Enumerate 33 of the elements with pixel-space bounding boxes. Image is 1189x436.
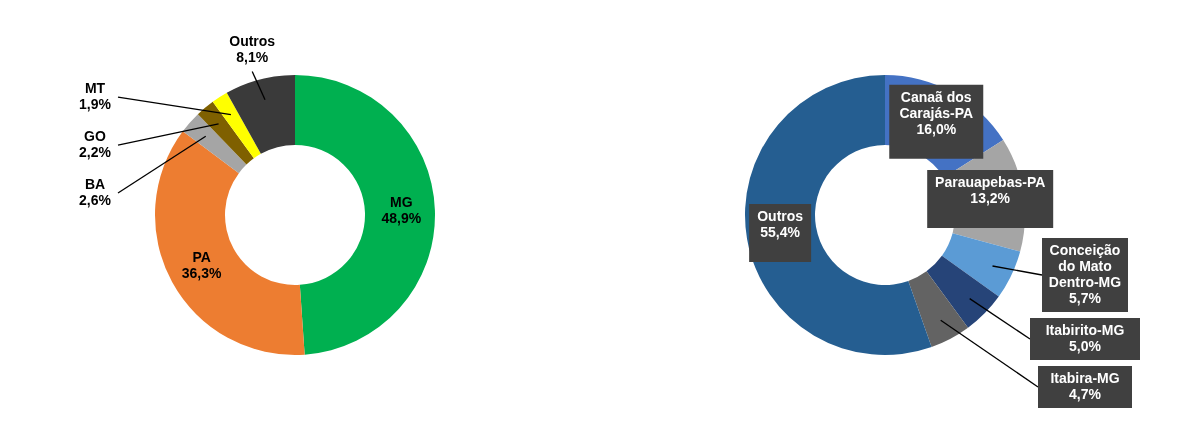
data-label: 36,3% xyxy=(181,264,222,281)
donut-slice xyxy=(212,92,261,159)
data-label: 1,9% xyxy=(79,96,112,113)
data-label: 55,4% xyxy=(760,223,801,240)
donut-slice xyxy=(295,75,435,355)
data-label: 5,7% xyxy=(1069,290,1102,307)
data-label: 4,7% xyxy=(1069,386,1102,403)
data-label: 2,2% xyxy=(79,144,112,161)
slice-label: GO xyxy=(84,128,106,145)
donut-slice xyxy=(908,271,968,348)
donut-slice xyxy=(182,114,247,174)
donut-slice xyxy=(155,131,305,355)
slice-label: Outros xyxy=(229,33,276,50)
slice-label: Parauapebas-PA xyxy=(935,174,1046,191)
slice-label: Itabirito-MG xyxy=(1045,322,1125,339)
data-label: 13,2% xyxy=(970,190,1011,207)
donut-slice xyxy=(197,101,254,165)
slice-label: BA xyxy=(84,176,106,193)
donut-slice xyxy=(226,75,295,154)
donut-slice xyxy=(941,233,1021,297)
slice-label: Canaã dos Carajás-PA xyxy=(899,88,974,121)
slice-label: Itabira-MG xyxy=(1050,370,1120,387)
data-label: 16,0% xyxy=(916,120,957,137)
slice-label: Outros xyxy=(757,207,804,224)
data-label: 2,6% xyxy=(79,192,112,209)
donut-slice xyxy=(926,255,999,328)
slice-label: PA xyxy=(192,248,211,265)
slice-label: MG xyxy=(390,194,413,211)
data-label: 8,1% xyxy=(236,49,269,66)
data-label: 5,0% xyxy=(1069,338,1102,355)
slice-label: Conceição do Mato Dentro-MG xyxy=(1048,242,1122,291)
slice-label: MT xyxy=(84,80,106,97)
data-label: 48,9% xyxy=(381,210,422,227)
